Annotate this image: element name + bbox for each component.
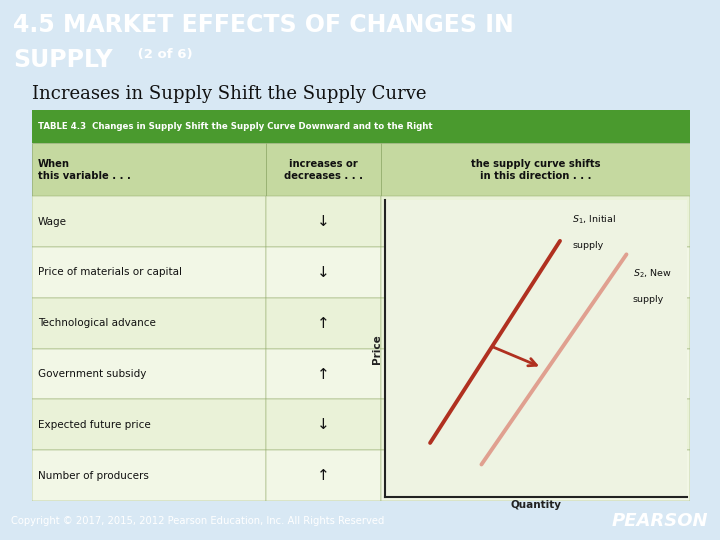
Bar — [266, 144, 381, 196]
Text: Copyright © 2017, 2015, 2012 Pearson Education, Inc. All Rights Reserved: Copyright © 2017, 2015, 2012 Pearson Edu… — [11, 516, 384, 525]
Text: Wage: Wage — [37, 217, 67, 227]
Bar — [32, 450, 266, 501]
Bar — [381, 400, 690, 450]
Text: When
this variable . . .: When this variable . . . — [37, 159, 130, 181]
Bar — [266, 196, 381, 247]
Bar — [32, 144, 266, 196]
Text: $S_1$, Initial: $S_1$, Initial — [572, 214, 616, 226]
Text: ↑: ↑ — [318, 316, 330, 330]
Bar — [381, 450, 690, 501]
Text: ↓: ↓ — [318, 417, 330, 433]
Bar — [381, 144, 690, 196]
Bar — [266, 298, 381, 349]
Bar — [32, 298, 266, 349]
Bar — [32, 400, 266, 450]
Text: supply: supply — [572, 241, 603, 250]
Text: $S_2$, New: $S_2$, New — [632, 268, 671, 280]
Bar — [32, 247, 266, 298]
Bar — [32, 110, 690, 144]
Text: supply: supply — [632, 295, 664, 304]
Text: SUPPLY: SUPPLY — [13, 48, 112, 72]
Text: ↓: ↓ — [318, 265, 330, 280]
X-axis label: Quantity: Quantity — [510, 500, 562, 510]
Text: TABLE 4.3  Changes in Supply Shift the Supply Curve Downward and to the Right: TABLE 4.3 Changes in Supply Shift the Su… — [37, 122, 432, 131]
Text: ↑: ↑ — [318, 468, 330, 483]
Text: 4.5 MARKET EFFECTS OF CHANGES IN: 4.5 MARKET EFFECTS OF CHANGES IN — [13, 14, 513, 37]
Bar — [381, 196, 690, 247]
Bar — [266, 349, 381, 400]
Text: ↑: ↑ — [318, 367, 330, 382]
Text: PEARSON: PEARSON — [612, 511, 708, 530]
Text: Number of producers: Number of producers — [37, 471, 148, 481]
Bar — [32, 196, 266, 247]
Text: (2 of 6): (2 of 6) — [133, 48, 193, 60]
Text: Increases in Supply Shift the Supply Curve: Increases in Supply Shift the Supply Cur… — [32, 85, 427, 103]
Text: the supply curve shifts
in this direction . . .: the supply curve shifts in this directio… — [471, 159, 600, 181]
Bar — [32, 349, 266, 400]
Text: Technological advance: Technological advance — [37, 318, 156, 328]
Bar — [266, 450, 381, 501]
Bar — [266, 400, 381, 450]
Bar — [266, 247, 381, 298]
Text: Government subsidy: Government subsidy — [37, 369, 146, 379]
Bar — [381, 349, 690, 400]
Text: ↓: ↓ — [318, 214, 330, 229]
Text: increases or
decreases . . .: increases or decreases . . . — [284, 159, 363, 181]
Bar — [381, 247, 690, 298]
Y-axis label: Price: Price — [372, 334, 382, 363]
Bar — [381, 298, 690, 349]
Text: Price of materials or capital: Price of materials or capital — [37, 267, 181, 278]
Text: Expected future price: Expected future price — [37, 420, 150, 430]
